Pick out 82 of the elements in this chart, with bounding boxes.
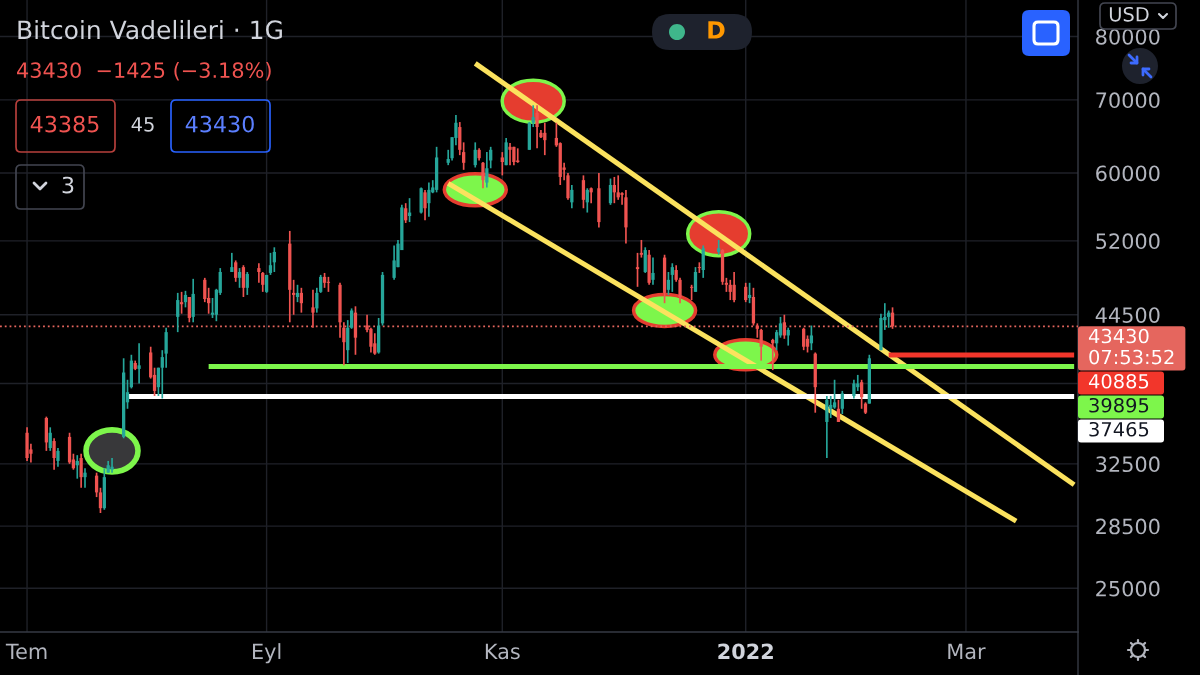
candlestick	[187, 296, 191, 324]
x-tick-label: 2022	[718, 643, 773, 660]
candlestick	[164, 326, 168, 369]
candlestick	[48, 426, 52, 452]
candlestick	[230, 252, 234, 273]
annotation: D	[708, 21, 725, 39]
x-tick-label: Mar	[948, 643, 986, 660]
candlestick	[176, 292, 180, 333]
candlestick	[701, 244, 705, 279]
candlestick	[670, 262, 674, 293]
candlestick	[137, 342, 141, 385]
candlestick	[203, 277, 207, 303]
candlestick	[311, 289, 315, 329]
candlestick	[852, 378, 856, 400]
annotation: 3	[62, 176, 74, 194]
candlestick	[782, 313, 786, 340]
data-label: 40885	[1088, 373, 1149, 389]
candlestick	[635, 252, 640, 288]
data-label: 37465	[1089, 421, 1149, 437]
candlestick	[778, 316, 783, 339]
candlestick	[241, 264, 246, 298]
annotation: 43430	[185, 115, 254, 133]
y-tick-label: 80000	[1096, 28, 1160, 45]
candlestick	[98, 486, 103, 514]
text: Bitcoin Vadelileri · 1G	[18, 19, 282, 40]
candlestick	[481, 161, 485, 190]
candlestick	[257, 262, 261, 284]
candlestick	[859, 378, 864, 410]
candlestick	[56, 447, 60, 468]
candlestick	[732, 271, 736, 303]
candlestick	[516, 147, 520, 164]
y-tick-label: 60000	[1096, 165, 1160, 182]
candlestick	[535, 104, 539, 150]
candlestick	[83, 467, 87, 489]
candlestick	[809, 324, 814, 351]
text: USD	[1109, 6, 1149, 22]
candlestick	[581, 174, 586, 210]
annotation: 45	[131, 117, 154, 132]
candlestick	[504, 137, 508, 166]
data-label: 39895	[1089, 397, 1149, 413]
y-tick-label: 52000	[1096, 233, 1160, 250]
candlestick	[404, 202, 408, 224]
candlestick	[392, 244, 396, 281]
candlestick	[245, 271, 249, 296]
candlestick	[500, 151, 504, 177]
candlestick	[836, 398, 841, 423]
x-tick-label: Kas	[485, 643, 520, 660]
candlestick	[616, 174, 620, 201]
candlestick	[237, 267, 242, 289]
candlestick	[825, 395, 829, 459]
candlestick	[427, 181, 431, 218]
candlestick	[79, 452, 83, 489]
candlestick	[747, 281, 752, 305]
y-tick-label: 44500	[1095, 307, 1160, 323]
candlestick	[508, 142, 512, 166]
candlestick	[643, 246, 647, 274]
candlestick	[608, 177, 613, 206]
annotation: 43385	[30, 115, 99, 133]
text: 43430 −1425 (−3.18%)	[17, 61, 271, 81]
candlestick	[840, 390, 844, 415]
candlestick	[589, 186, 593, 205]
candlestick	[423, 189, 427, 222]
candlestick	[759, 327, 763, 362]
y-tick-label: 28500	[1096, 518, 1160, 535]
x-tick-label: Eyl	[253, 643, 281, 664]
candlestick	[728, 278, 732, 301]
y-tick-label: 25000	[1096, 580, 1160, 597]
candlestick	[802, 326, 806, 351]
candlestick	[651, 256, 655, 286]
y-tick-label: 32500	[1096, 456, 1160, 473]
candlestick	[473, 141, 477, 169]
candlestick	[829, 395, 833, 419]
x-tick-label: Tem	[5, 643, 47, 660]
candlestick	[693, 266, 698, 293]
candlestick	[52, 437, 56, 471]
candlestick	[373, 332, 377, 356]
candlestick	[110, 457, 114, 474]
candlestick	[234, 259, 238, 283]
candlestick	[485, 151, 489, 189]
ref-line-label: 43430 07:53:52	[1088, 328, 1174, 365]
y-tick-label: 70000	[1096, 92, 1160, 109]
candlestick	[191, 278, 195, 324]
